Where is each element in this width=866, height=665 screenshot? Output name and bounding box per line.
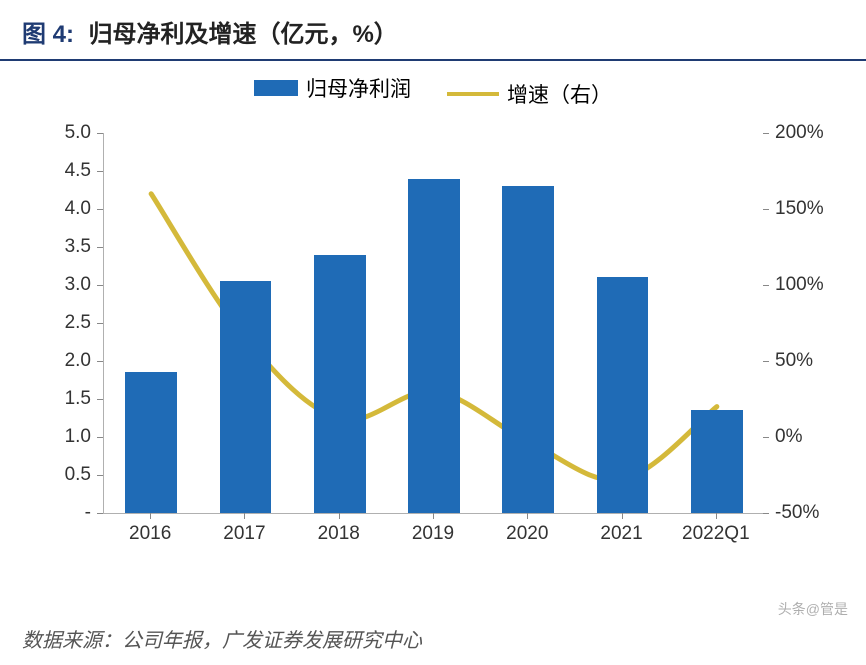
y-left-tick-label: 1.5	[23, 388, 91, 410]
y-right-tick-mark	[763, 285, 769, 286]
figure-title: 归母净利及增速（亿元，%）	[88, 21, 397, 48]
y-left-tick-label: 3.5	[23, 236, 91, 258]
x-tick-mark	[339, 513, 340, 519]
y-left-tick-mark	[97, 437, 103, 438]
x-tick-mark	[433, 513, 434, 519]
y-right-tick-label: 100%	[775, 274, 824, 296]
y-right-tick-label: 0%	[775, 426, 802, 448]
y-left-tick-label: 2.0	[23, 350, 91, 372]
x-tick-label: 2022Q1	[682, 523, 750, 545]
legend: 归母净利润 增速（右）	[0, 61, 866, 113]
x-tick-mark	[716, 513, 717, 519]
bar	[691, 410, 743, 513]
y-left-tick-label: 4.0	[23, 198, 91, 220]
bar	[220, 281, 272, 513]
y-left-tick-mark	[97, 171, 103, 172]
y-left-tick-mark	[97, 323, 103, 324]
y-left-tick-mark	[97, 247, 103, 248]
chart-area: - 0.5 1.0 1.5 2.0 2.5 3.0 3.5 4.0 4.5 5.0 -50% 0% 50%…	[23, 113, 843, 573]
bar	[125, 372, 177, 513]
bar	[408, 179, 460, 513]
bar	[597, 277, 649, 513]
bar	[502, 186, 554, 513]
y-left-tick-label: 2.5	[23, 312, 91, 334]
y-left-tick-label: 1.0	[23, 426, 91, 448]
x-tick-label: 2016	[129, 523, 171, 545]
legend-label: 归母净利润	[306, 73, 411, 103]
x-tick-mark	[622, 513, 623, 519]
y-left-tick-mark	[97, 399, 103, 400]
bar	[314, 255, 366, 513]
y-right-tick-mark	[763, 513, 769, 514]
figure-root: 图 4: 归母净利及增速（亿元，%） 归母净利润 增速（右） - 0.5 1.0 1.5…	[0, 0, 866, 665]
y-right-tick-label: -50%	[775, 502, 819, 524]
watermark: 头条@管是	[778, 599, 848, 619]
y-left-tick-mark	[97, 285, 103, 286]
legend-item-bar: 归母净利润	[254, 73, 411, 103]
y-right-tick-mark	[763, 361, 769, 362]
legend-label: 增速（右）	[507, 79, 612, 109]
y-right-tick-label: 150%	[775, 198, 824, 220]
title-row: 图 4: 归母净利及增速（亿元，%）	[0, 0, 866, 61]
y-right-tick-mark	[763, 133, 769, 134]
y-right-tick-label: 50%	[775, 350, 813, 372]
data-source: 数据来源：公司年报，广发证券发展研究中心	[22, 624, 422, 653]
y-left-tick-label: 4.5	[23, 160, 91, 182]
y-left-tick-mark	[97, 513, 103, 514]
y-left-tick-mark	[97, 133, 103, 134]
legend-swatch-line	[447, 92, 499, 96]
x-tick-label: 2019	[412, 523, 454, 545]
y-right-tick-label: 200%	[775, 122, 824, 144]
x-tick-label: 2017	[223, 523, 265, 545]
x-tick-mark	[244, 513, 245, 519]
figure-number: 图 4:	[22, 21, 74, 48]
y-left-tick-mark	[97, 361, 103, 362]
x-tick-label: 2020	[506, 523, 548, 545]
legend-swatch-bar	[254, 80, 298, 96]
y-left-tick-label: 3.0	[23, 274, 91, 296]
x-tick-label: 2021	[600, 523, 642, 545]
y-left-tick-mark	[97, 475, 103, 476]
y-left-tick-label: 5.0	[23, 122, 91, 144]
y-right-tick-mark	[763, 437, 769, 438]
x-tick-mark	[150, 513, 151, 519]
plot-area	[103, 133, 764, 514]
y-right-tick-mark	[763, 209, 769, 210]
y-left-tick-mark	[97, 209, 103, 210]
y-left-tick-label: 0.5	[23, 464, 91, 486]
x-tick-label: 2018	[318, 523, 360, 545]
y-left-tick-label: -	[23, 502, 91, 524]
x-tick-mark	[527, 513, 528, 519]
legend-item-line: 增速（右）	[447, 79, 612, 109]
